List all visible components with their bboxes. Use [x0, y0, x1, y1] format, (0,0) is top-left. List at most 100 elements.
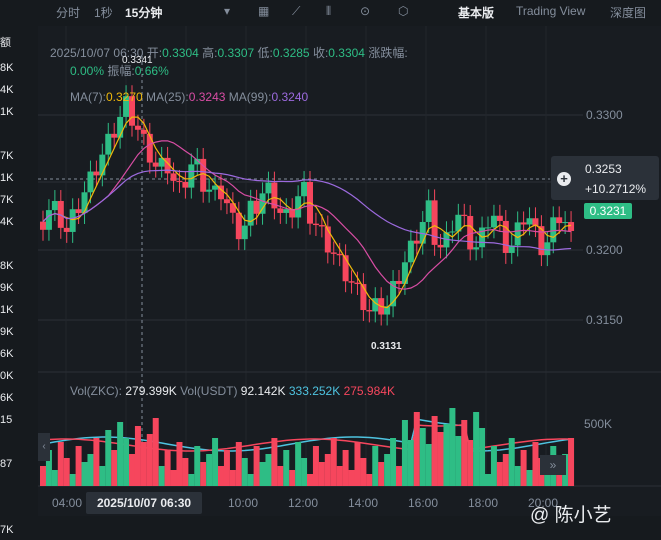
indicator-icon[interactable]: ⊙ [360, 4, 371, 18]
volume-bar [508, 438, 515, 486]
volume-bar [295, 442, 302, 486]
volume-bar [485, 474, 491, 486]
view-basic[interactable]: 基本版 [458, 6, 495, 20]
volume-bar [479, 428, 486, 486]
ma25-line [42, 140, 572, 290]
left-strip-item: 6K [0, 348, 14, 360]
volume-bar [247, 474, 254, 486]
candle-body [324, 226, 331, 253]
close-value: 0.3304 [328, 46, 365, 60]
candle-body [271, 182, 278, 209]
ohlc-info: 2025/10/07 06:30 开:0.3304 高:0.3307 低:0.3… [50, 44, 408, 61]
candle-body [188, 164, 195, 188]
tab-timeline[interactable]: 分时 [56, 6, 81, 20]
volume-bar [188, 474, 195, 486]
candle-body [289, 209, 296, 218]
candle-body [372, 298, 379, 312]
volume-bar [449, 408, 456, 486]
plus-icon[interactable]: + [557, 172, 571, 186]
volume-bar [360, 458, 367, 486]
volume-bar [206, 454, 213, 486]
candle-body [134, 125, 141, 130]
candle-body [247, 200, 254, 226]
volume-bar [496, 462, 503, 486]
tab-1s[interactable]: 1秒 [94, 6, 113, 20]
candle-body [229, 203, 236, 213]
candle-body [146, 133, 153, 163]
collapse-handle[interactable]: ‹ [38, 433, 50, 461]
candle-body [407, 240, 414, 263]
view-depth[interactable]: 深度图 [610, 6, 647, 20]
high-marker: 0.3341 [122, 55, 153, 66]
ma-info: MA(7):0.3270 MA(25):0.3243 MA(99):0.3240 [70, 90, 308, 104]
volume-bar [93, 438, 100, 486]
candle-body [562, 222, 569, 224]
left-strip-item: 8K [0, 260, 14, 272]
candle-body [490, 215, 497, 228]
candle-body [318, 225, 325, 227]
candle-body [164, 157, 171, 174]
ma99-label: MA(99): [228, 90, 272, 104]
candle-body [57, 200, 64, 228]
volume-bar [490, 446, 497, 486]
candle-body [550, 217, 557, 243]
volume-bar [152, 418, 159, 486]
vol-usdt-label: Vol(USDT) [180, 384, 238, 398]
candle-body [467, 215, 474, 250]
candle-body [401, 262, 408, 284]
watermark: @ 陈小艺 [530, 505, 612, 526]
candle-body [455, 214, 462, 232]
volume-bar [134, 426, 141, 486]
candle-body [241, 225, 248, 240]
volume-bar [401, 420, 408, 486]
tab-15m[interactable]: 15分钟 [125, 6, 163, 20]
volume-bar [51, 470, 58, 486]
settings-icon[interactable]: ⬡ [398, 4, 409, 18]
volume-bar [437, 432, 444, 486]
volume-bar [467, 440, 474, 486]
time-tick: 14:00 [348, 496, 378, 510]
candle-body [182, 181, 189, 188]
line-chart-icon[interactable]: ⟋ [292, 4, 301, 18]
candle-body [342, 255, 349, 282]
vol-zkc-value: 279.399K [125, 384, 177, 398]
chevron-down-icon[interactable]: ▾ [224, 4, 231, 18]
left-strip-item: 4K [0, 84, 14, 96]
candle-body [384, 306, 391, 315]
volume-bar [40, 466, 46, 486]
scroll-right-icon[interactable]: » [540, 455, 566, 475]
left-strip-item: 4K [0, 216, 14, 228]
view-tradingview[interactable]: Trading View [516, 4, 586, 18]
volume-bar [372, 446, 379, 486]
high-label: 高: [202, 46, 218, 60]
candle-body [152, 162, 159, 167]
candle-body [111, 133, 118, 138]
volume-bar [407, 440, 414, 486]
left-strip-item: 7K [0, 150, 14, 162]
candle-body [556, 217, 563, 224]
candle-body [366, 310, 373, 312]
volume-bar [354, 442, 361, 486]
calendar-icon[interactable]: ▦ [258, 4, 270, 18]
candle-icon[interactable]: ⫴ [326, 4, 332, 18]
volume-bar [176, 442, 183, 486]
ma25-label: MA(25): [146, 90, 189, 104]
candle-body [520, 222, 527, 225]
time-tick: 10:00 [228, 496, 258, 510]
left-strip-item: 1K [0, 304, 14, 316]
ma25-value: 0.3243 [188, 90, 226, 104]
ma99-line [42, 169, 572, 251]
time-tick: 20:00 [528, 496, 558, 510]
toolbar: 分时 1秒 15分钟 ▾ ▦ ⟋ ⫴ ⊙ ⬡ 基本版 Trading View … [30, 0, 661, 24]
volume-bar [342, 450, 349, 486]
candle-body [544, 242, 551, 256]
volume-bar [366, 474, 373, 486]
volume-bar [63, 458, 70, 486]
volume-bar [431, 416, 438, 486]
left-strip-item: 6K [0, 392, 14, 404]
candle-body [223, 199, 230, 204]
volume-bar [164, 450, 171, 486]
volume-bar [75, 446, 82, 486]
